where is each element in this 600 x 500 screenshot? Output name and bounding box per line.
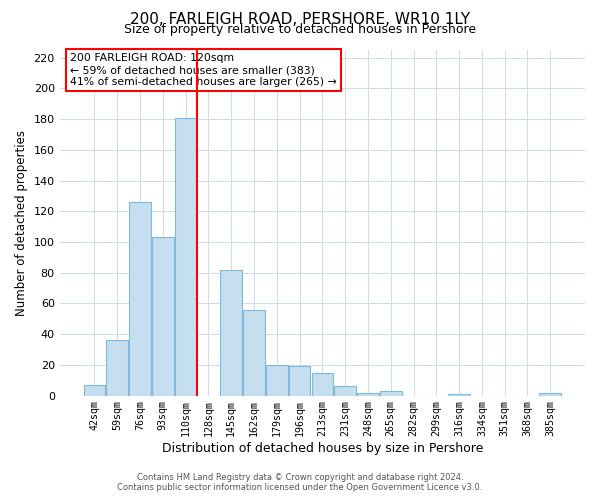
Bar [175,118,196,396]
Bar [129,202,151,396]
Bar [83,385,105,396]
Bar [220,270,242,396]
Bar [266,365,287,396]
X-axis label: Distribution of detached houses by size in Pershore: Distribution of detached houses by size … [161,442,483,455]
Bar [152,238,173,396]
Bar [334,386,356,396]
Bar [106,340,128,396]
Bar [539,392,561,396]
Bar [380,391,401,396]
Bar [289,366,310,396]
Text: 200, FARLEIGH ROAD, PERSHORE, WR10 1LY: 200, FARLEIGH ROAD, PERSHORE, WR10 1LY [130,12,470,28]
Bar [311,372,333,396]
Text: Contains HM Land Registry data © Crown copyright and database right 2024.
Contai: Contains HM Land Registry data © Crown c… [118,473,482,492]
Text: Size of property relative to detached houses in Pershore: Size of property relative to detached ho… [124,22,476,36]
Bar [357,392,379,396]
Bar [448,394,470,396]
Y-axis label: Number of detached properties: Number of detached properties [15,130,28,316]
Bar [243,310,265,396]
Text: 200 FARLEIGH ROAD: 120sqm
← 59% of detached houses are smaller (383)
41% of semi: 200 FARLEIGH ROAD: 120sqm ← 59% of detac… [70,54,337,86]
